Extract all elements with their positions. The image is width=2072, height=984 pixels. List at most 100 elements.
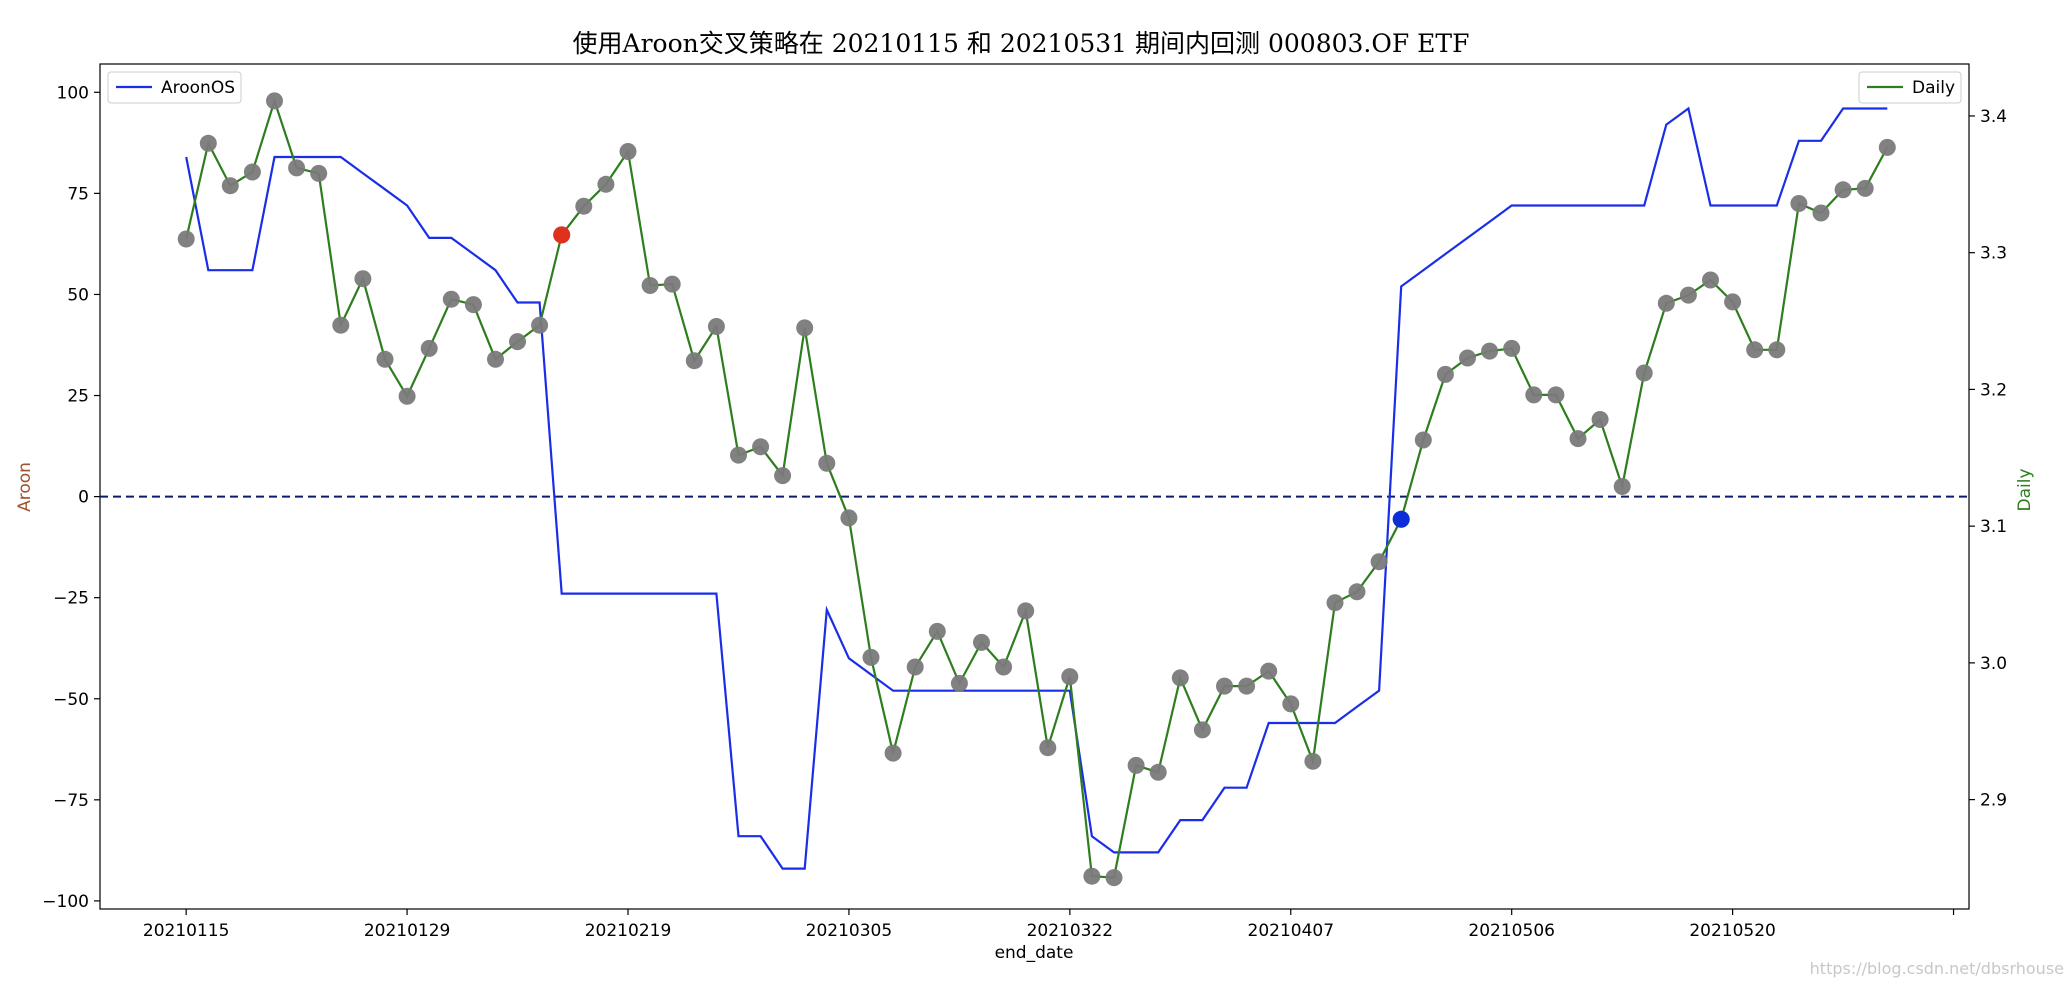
x-axis-tick-label: 20210115 [143,921,230,941]
daily-point [1127,756,1145,774]
daily-point [995,658,1013,676]
x-axis-tick-label: 20210322 [1027,921,1114,941]
daily-point [1061,668,1079,686]
daily-point [1238,677,1256,695]
left-axis-tick-label: 50 [67,285,89,305]
daily-point [1679,286,1697,304]
x-axis-tick-label: 20210506 [1468,921,1555,941]
daily-point [1348,583,1366,601]
daily-point [1834,181,1852,199]
x-axis-tick-label: 20210407 [1248,921,1335,941]
daily-point [1768,341,1786,359]
daily-point [906,658,924,676]
daily-point [1591,411,1609,428]
x-axis-tick-label: 20210520 [1689,921,1776,941]
watermark-text: https://blog.csdn.net/dbsrhouse [1809,959,2064,978]
left-axis-tick-label: −50 [53,690,89,710]
daily-point [1790,195,1808,212]
daily-point [973,633,990,651]
daily-point [663,275,681,293]
legend-daily-box [1858,71,1962,104]
daily-point [266,92,283,110]
daily-point [1039,739,1057,757]
daily-point [243,163,261,181]
daily-point [1282,695,1300,713]
daily-point [796,319,814,337]
daily-point [1503,339,1521,357]
buy-signal-point [553,226,571,244]
x-axis-tick-label: 20210219 [585,921,672,941]
daily-point [884,744,902,762]
right-axis-tick-label: 3.1 [1980,517,2007,537]
daily-point [420,339,438,357]
daily-point [862,648,880,666]
left-axis-tick-label: −75 [53,791,89,811]
daily-point [1459,349,1476,367]
left-axis-label: Aroon [15,462,35,512]
legend-aroon-label: AroonOS [161,78,235,98]
daily-point [1746,341,1764,359]
daily-point [221,177,239,195]
daily-point [1878,138,1896,156]
left-axis-tick-label: −25 [53,589,89,609]
aroon-series-line [185,106,1888,870]
daily-point [1370,553,1388,571]
left-axis-tick-label: 0 [78,488,89,508]
right-axis-tick-label: 3.2 [1980,380,2007,400]
daily-point [332,316,350,334]
daily-point [531,316,549,334]
daily-point [1304,752,1322,770]
daily-point [354,270,372,288]
legend-daily-label: Daily [1912,78,1955,98]
daily-point [1702,271,1719,289]
daily-point [1414,431,1432,449]
daily-series-line [185,97,1889,879]
daily-point [1326,594,1344,612]
right-axis-tick-label: 3.3 [1980,244,2007,264]
daily-point [509,333,526,351]
daily-point [818,454,836,472]
daily-point [1856,179,1874,197]
daily-point [1105,869,1123,887]
daily-point [1436,365,1454,383]
daily-point [1193,721,1211,739]
left-axis-tick-label: 75 [67,184,89,204]
daily-point [1525,386,1543,404]
daily-point [487,350,504,368]
daily-point [1635,364,1653,382]
daily-point [464,296,482,314]
plot-frame [99,63,1970,910]
daily-point [685,352,703,370]
right-axis-tick-label: 3.0 [1980,654,2007,674]
legend-aroon-box [107,71,242,104]
x-axis-label: end_date [995,943,1074,963]
daily-point [288,159,306,177]
daily-point [1657,294,1675,312]
daily-point [1812,204,1830,222]
daily-point [840,509,858,527]
daily-point [1260,662,1278,680]
daily-point [310,164,328,182]
right-axis-label: Daily [2015,468,2035,511]
daily-point [752,438,770,456]
daily-point [575,197,593,215]
daily-point [707,318,725,335]
daily-point [1613,478,1631,495]
daily-point [1569,430,1587,448]
daily-point [950,674,968,692]
daily-point [177,230,195,248]
left-axis-tick-label: 100 [57,83,89,103]
daily-point [1724,293,1742,311]
x-axis-tick-label: 20210129 [364,921,451,941]
daily-point [1171,669,1189,687]
daily-point [376,350,394,368]
daily-point [1017,602,1035,620]
daily-point [597,175,615,193]
daily-point [1547,386,1565,404]
daily-point [199,134,217,152]
sell-signal-point [1392,510,1410,528]
right-axis-tick-label: 2.9 [1980,791,2007,811]
daily-point [442,290,460,308]
daily-point [1083,867,1101,885]
